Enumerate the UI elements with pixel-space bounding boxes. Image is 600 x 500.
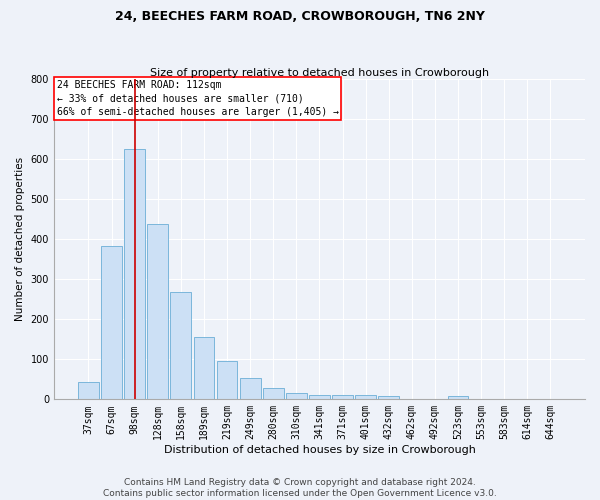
Bar [194,337,214,400]
Bar [332,395,353,400]
Bar [101,246,122,400]
Bar [148,224,168,400]
Bar [217,361,238,400]
Text: 24, BEECHES FARM ROAD, CROWBOROUGH, TN6 2NY: 24, BEECHES FARM ROAD, CROWBOROUGH, TN6 … [115,10,485,23]
Bar [355,395,376,400]
Bar [286,392,307,400]
Bar [124,149,145,400]
Bar [78,382,99,400]
X-axis label: Distribution of detached houses by size in Crowborough: Distribution of detached houses by size … [164,445,475,455]
Bar [448,396,469,400]
Bar [170,292,191,400]
Text: Contains HM Land Registry data © Crown copyright and database right 2024.
Contai: Contains HM Land Registry data © Crown c… [103,478,497,498]
Title: Size of property relative to detached houses in Crowborough: Size of property relative to detached ho… [150,68,489,78]
Bar [379,396,399,400]
Y-axis label: Number of detached properties: Number of detached properties [15,157,25,321]
Bar [263,388,284,400]
Bar [240,378,260,400]
Text: 24 BEECHES FARM ROAD: 112sqm
← 33% of detached houses are smaller (710)
66% of s: 24 BEECHES FARM ROAD: 112sqm ← 33% of de… [56,80,338,117]
Bar [309,395,330,400]
